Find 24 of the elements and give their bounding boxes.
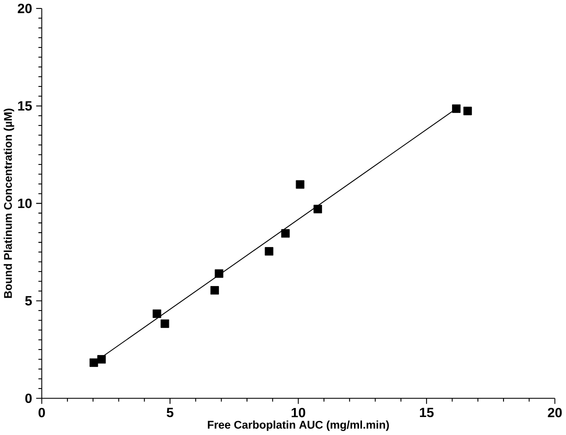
- point: [264, 247, 274, 256]
- x-tick-label: 20: [548, 408, 562, 418]
- point: [160, 320, 170, 328]
- y-tick-label: 10: [18, 198, 32, 208]
- y-axis-title: Bound Platinum Concentration (µM): [4, 108, 14, 298]
- y-tick-label: 20: [18, 4, 32, 14]
- point: [210, 286, 219, 295]
- x-tick-label: 15: [420, 408, 434, 418]
- x-tick-label: 10: [292, 408, 306, 418]
- point: [452, 104, 461, 114]
- point: [296, 180, 304, 189]
- point: [314, 204, 322, 214]
- point: [97, 355, 106, 364]
- y-tick-label: 15: [18, 101, 32, 111]
- x-axis-title: Free Carboplatin AUC (mg/ml.min): [208, 420, 389, 432]
- point: [90, 358, 98, 368]
- x-tick-label: 0: [38, 408, 45, 418]
- y-tick-label: 0: [25, 394, 32, 404]
- point: [152, 310, 162, 318]
- point: [281, 229, 290, 238]
- x-tick-label: 5: [166, 408, 174, 418]
- point: [214, 269, 224, 278]
- point: [463, 106, 472, 116]
- y-tick-label: 5: [25, 296, 32, 306]
